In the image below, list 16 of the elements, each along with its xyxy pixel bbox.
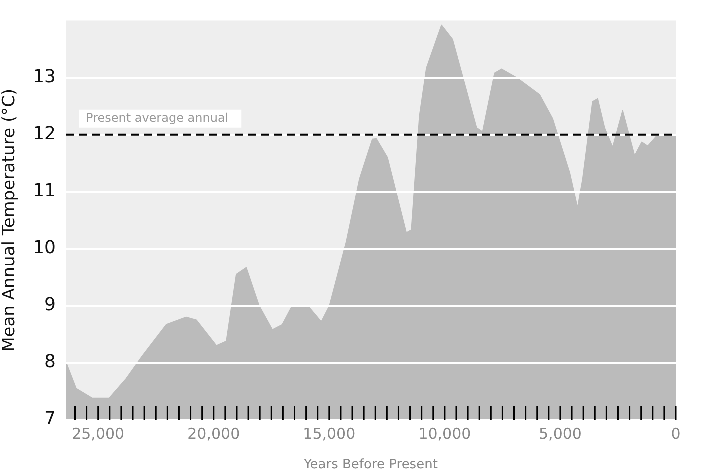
- x-tick-label: 0: [671, 424, 681, 443]
- y-tick-label: 8: [44, 352, 56, 373]
- y-tick-label: 12: [33, 124, 56, 145]
- x-tick-label: 15,000: [303, 424, 356, 443]
- y-axis-title: Mean Annual Temperature (°C): [0, 88, 20, 352]
- y-tick-label: 10: [33, 238, 56, 259]
- x-tick-label: 5,000: [538, 424, 582, 443]
- x-tick-label: 20,000: [188, 424, 240, 443]
- y-tick-label: 7: [44, 408, 56, 430]
- y-tick-label: 13: [33, 66, 56, 88]
- y-tick-label: 9: [44, 294, 56, 316]
- x-axis-title: Years Before Present: [303, 458, 438, 473]
- ref-line-label: Present average annual: [86, 110, 229, 125]
- x-tick-label: 10,000: [418, 424, 472, 443]
- y-tick-label: 11: [33, 180, 56, 202]
- x-tick-label: 25,000: [72, 424, 125, 443]
